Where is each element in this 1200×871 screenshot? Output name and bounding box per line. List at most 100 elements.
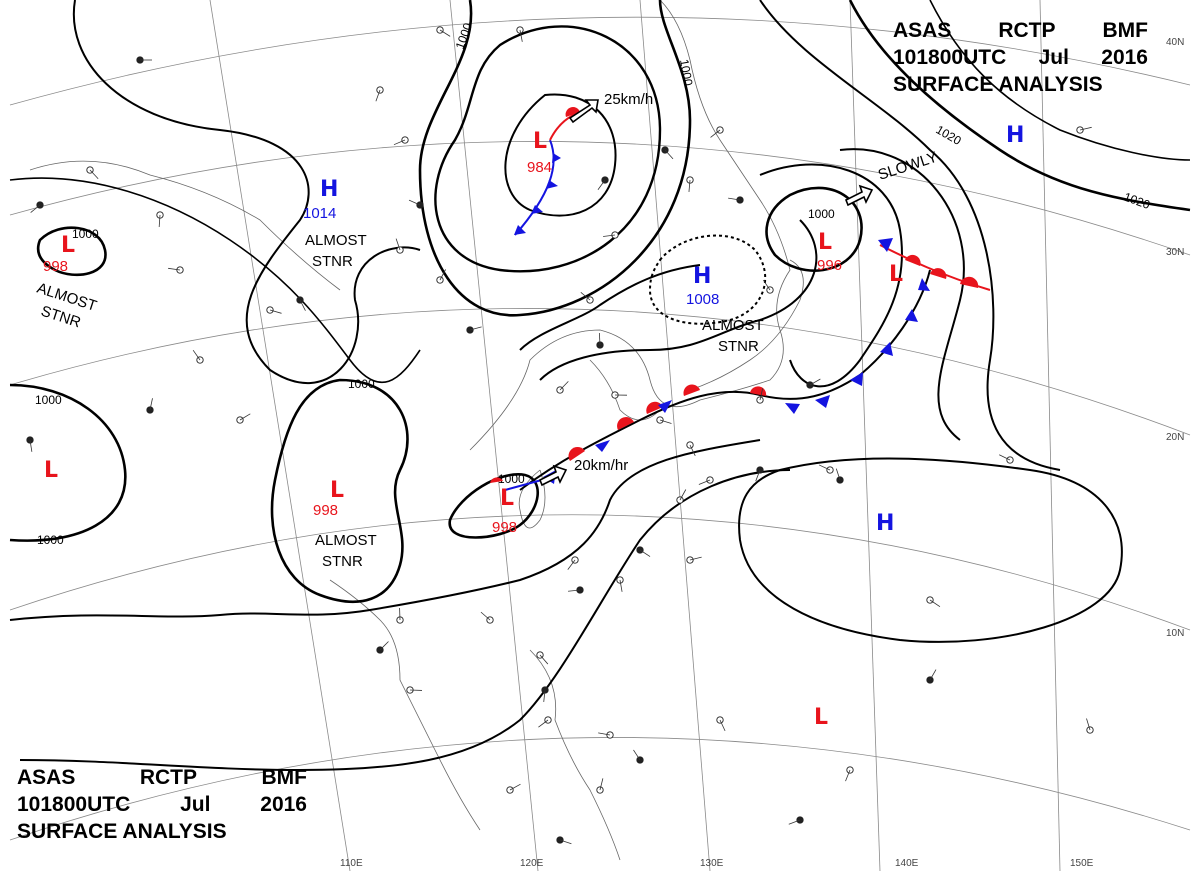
high-value-1014: 1014 — [303, 205, 336, 222]
wind-barb — [375, 89, 381, 102]
isobar-1004-west — [72, 0, 421, 384]
low-letter-998-w: L — [330, 478, 344, 503]
wind-barb — [598, 732, 611, 736]
low-value-998-nw: 998 — [43, 258, 68, 275]
wind-barb — [664, 149, 674, 160]
front-tri-7 — [905, 309, 918, 322]
wind-barb — [559, 381, 569, 391]
wind-barb — [689, 556, 702, 561]
wind-barb — [269, 309, 282, 314]
isobar-984-ring-inner — [504, 93, 617, 217]
header-top-time: 101800UTC — [893, 46, 1007, 69]
coastlines — [29, 0, 804, 861]
chart-header-top: ASAS RCTP BMF 101800UTC Jul 2016 SURFACE… — [893, 17, 1148, 98]
wind-barb — [599, 778, 604, 791]
front-tri-5 — [850, 372, 863, 386]
label-25kmh: 25km/h — [604, 91, 653, 108]
high-letter-1008: H — [693, 264, 711, 289]
wind-barb — [679, 489, 687, 501]
wind-barb — [149, 398, 153, 411]
isobar-1008-japan-dotted — [648, 234, 767, 325]
isobar-1012-ne — [759, 0, 1061, 471]
header-bottom-title: SURFACE ANALYSIS — [17, 820, 227, 843]
header-top-bmf: BMF — [1102, 19, 1149, 42]
isobar-label-1000-g: 1000 — [498, 472, 525, 486]
wind-barb — [845, 769, 851, 782]
isobar-1000-far-west-small — [36, 226, 107, 277]
wind-barb — [710, 129, 721, 138]
wind-barb — [728, 197, 741, 201]
coordinate-labels: 40N 30N 20N 10N 110E 120E 130E 140E 150E — [340, 37, 1184, 869]
longitude-line-140e — [849, 0, 881, 871]
low-letter-996: L — [818, 230, 832, 255]
wind-barb — [580, 291, 591, 301]
isobar-label-1000-b: 1000 — [677, 58, 695, 87]
front-tri-2 — [658, 400, 672, 413]
isobars — [9, 0, 1191, 772]
lon-label-140e: 140E — [895, 858, 919, 869]
lat-label-30n: 30N — [1166, 247, 1184, 258]
isobar-1008-se-high — [738, 457, 1123, 643]
front-semi-2 — [617, 417, 634, 430]
lon-label-110e: 110E — [340, 858, 363, 869]
low-value-998-taiwan: 998 — [492, 519, 517, 536]
low-letter-ne: L — [889, 262, 903, 287]
wind-barb — [568, 589, 581, 592]
latitude-line-40n — [9, 16, 1191, 106]
longitude-line-110e — [209, 0, 351, 871]
warm-front-nw-semi-1 — [565, 107, 580, 117]
header-bottom-time: 101800UTC — [17, 793, 131, 816]
wind-barb — [30, 204, 41, 213]
low-letter-998-nw: L — [61, 233, 75, 258]
front-tri-4 — [815, 395, 830, 408]
longitude-line-130e — [639, 0, 711, 871]
wind-barb — [639, 549, 651, 557]
front-semi-5 — [750, 386, 767, 396]
wind-barb — [168, 267, 181, 271]
wind-barb — [439, 269, 446, 281]
stnr-label-3: STNR — [718, 338, 759, 355]
pressure-systems: L 984 H 1014 L 998 L L 998 L 998 L 996 L… — [43, 123, 1024, 730]
east-asia-coast — [469, 0, 791, 451]
arrow-nw-low — [568, 99, 599, 124]
isobar-984-ring-middle — [434, 25, 662, 273]
header-top-month: Jul — [1038, 46, 1069, 69]
warm-front-ne-semi-3 — [960, 276, 979, 288]
isobar-1000-taiwan — [448, 473, 540, 539]
mainland-inland-boundary — [29, 160, 341, 291]
lat-label-10n: 10N — [1166, 628, 1184, 639]
wind-barb — [755, 469, 761, 482]
chart-header-bottom: ASAS RCTP BMF 101800UTC Jul 2016 SURFACE… — [17, 764, 307, 845]
cold-front-nw-tri-3 — [531, 205, 543, 214]
wind-barb — [759, 388, 764, 401]
wind-barb — [469, 326, 482, 331]
stnr-label-1: STNR — [312, 253, 353, 270]
wind-barb — [929, 599, 941, 608]
isobar-1000-far-west — [9, 383, 127, 542]
wind-barb — [689, 444, 696, 456]
front-tri-8 — [918, 278, 930, 291]
high-letter-se: H — [876, 511, 894, 536]
wind-barb — [999, 454, 1011, 461]
wind-barb — [543, 689, 546, 702]
label-20kmhr: 20km/hr — [574, 457, 628, 474]
isobar-1000-nw — [418, 0, 692, 317]
wind-barb — [239, 413, 251, 421]
indochina-coast — [329, 579, 481, 831]
wind-barb — [597, 179, 606, 190]
header-top-title: SURFACE ANALYSIS — [893, 73, 1103, 96]
header-top-asas: ASAS — [893, 19, 952, 42]
front-semi-4 — [683, 384, 700, 396]
wind-barb — [539, 654, 549, 665]
wind-barb — [929, 669, 937, 681]
wind-barb — [809, 378, 821, 386]
wind-barb — [633, 749, 641, 761]
cold-front-nw-tri-2 — [546, 180, 558, 189]
header-top-year: 2016 — [1101, 46, 1148, 69]
isobar-label-1000-f: 1000 — [348, 377, 375, 391]
front-tri-1 — [595, 440, 610, 452]
wind-barb — [158, 214, 161, 227]
stnr-label-4: STNR — [322, 553, 363, 570]
header-bottom-rctp: RCTP — [139, 766, 198, 789]
lat-label-20n: 20N — [1166, 432, 1184, 443]
